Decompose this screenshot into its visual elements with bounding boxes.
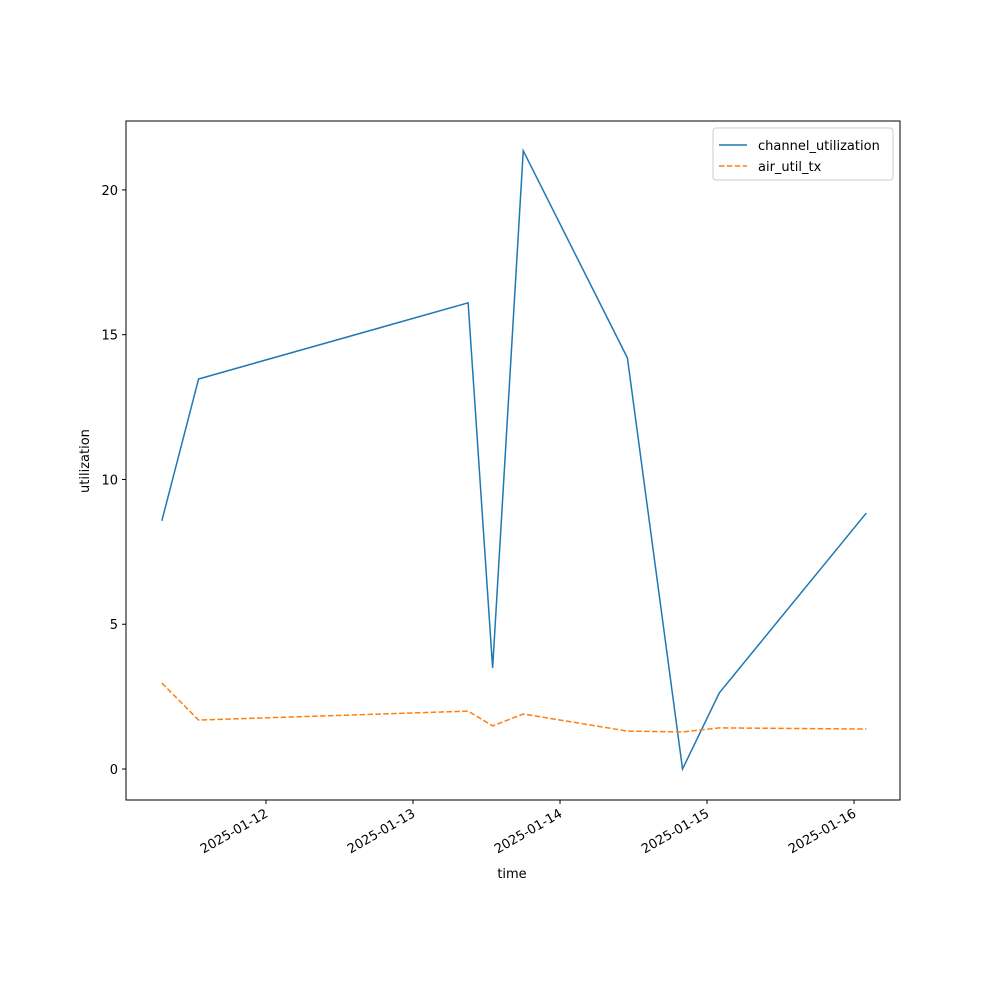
x-tick-label: 2025-01-16 [786,806,859,857]
y-tick-label: 0 [110,763,118,778]
data-line [161,682,867,733]
legend-label: channel_utilization [758,139,880,154]
x-tick-label: 2025-01-12 [198,806,271,857]
y-tick-label: 5 [110,618,118,633]
y-tick-label: 15 [101,329,118,344]
legend-label: air_util_tx [758,160,822,175]
x-tick-label: 2025-01-14 [492,806,565,857]
y-tick-label: 10 [101,473,118,488]
y-tick-label: 20 [101,184,118,199]
plot-frame [125,120,901,801]
x-tick-label: 2025-01-15 [639,806,712,857]
x-axis-label: time [497,867,526,882]
legend-box [712,127,894,181]
x-tick-label: 2025-01-13 [345,806,418,857]
data-line [161,147,867,772]
y-axis-label: utilization [78,429,93,493]
